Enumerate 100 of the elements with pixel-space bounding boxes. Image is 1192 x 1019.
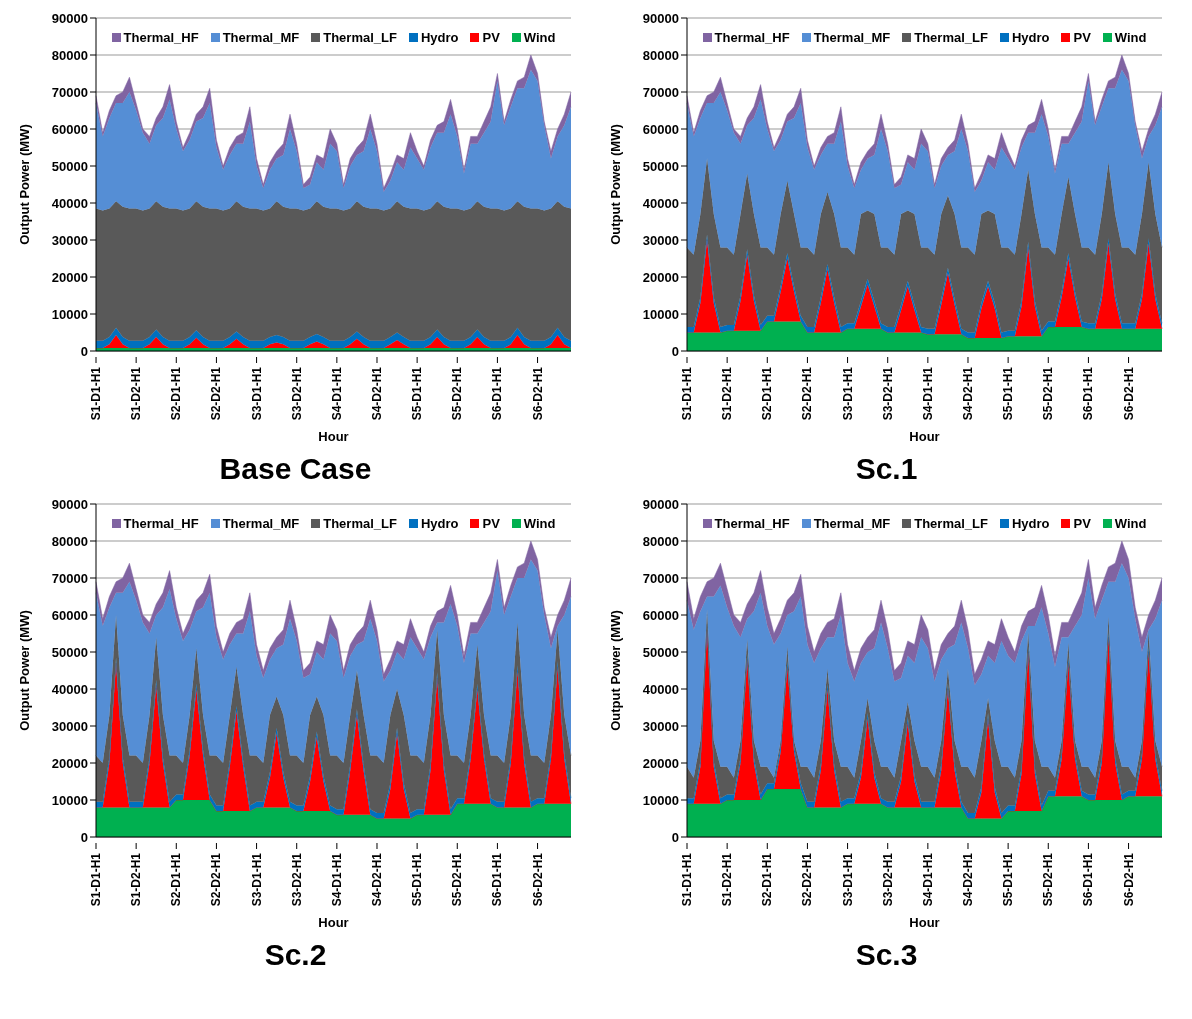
x-tick-label: S1-D2-H1 <box>720 852 735 907</box>
x-tick-label: S4-D1-H1 <box>920 366 935 421</box>
legend-label: Wind <box>523 30 556 45</box>
legend-label: Thermal_MF <box>813 516 891 531</box>
x-tick-label: S4-D2-H1 <box>960 366 975 421</box>
x-tick-label: S5-D2-H1 <box>1041 366 1056 421</box>
x-tick-label: S3-D2-H1 <box>880 366 895 421</box>
x-tick-label: S4-D1-H1 <box>920 852 935 907</box>
y-tick-label: 10000 <box>642 306 679 322</box>
x-tick-label: S3-D1-H1 <box>249 852 264 907</box>
x-tick-label: S1-D1-H1 <box>89 366 103 421</box>
x-tick-label: S6-D1-H1 <box>1081 852 1096 907</box>
x-tick-label: S2-D1-H1 <box>760 852 775 907</box>
y-tick-label: 70000 <box>51 570 88 586</box>
x-tick-label: S4-D1-H1 <box>329 852 344 907</box>
legend-label: PV <box>482 516 500 531</box>
legend-label: Thermal_HF <box>714 30 790 45</box>
y-tick-label: 20000 <box>642 755 679 771</box>
legend-label: Thermal_HF <box>714 516 790 531</box>
x-tick-label: S1-D1-H1 <box>680 366 694 421</box>
y-axis-title: Output Power (MW) <box>607 124 623 245</box>
y-tick-label: 0 <box>671 829 679 845</box>
legend-label: Hydro <box>1011 516 1050 531</box>
x-tick-label: S6-D1-H1 <box>1081 366 1096 421</box>
text: Sc.1 <box>854 452 919 486</box>
y-tick-label: 10000 <box>51 792 88 808</box>
x-tick-label: S1-D2-H1 <box>129 366 144 421</box>
y-tick-label: 40000 <box>642 195 679 211</box>
y-tick-label: 30000 <box>642 232 679 248</box>
y-tick-label: 90000 <box>51 10 88 26</box>
x-tick-label: S5-D2-H1 <box>450 366 465 421</box>
y-tick-label: 20000 <box>642 269 679 285</box>
y-tick-label: 20000 <box>51 269 88 285</box>
y-tick-label: 50000 <box>642 644 679 660</box>
y-tick-label: 70000 <box>642 570 679 586</box>
legend-label: Thermal_HF <box>123 516 199 531</box>
legend-label: PV <box>482 30 500 45</box>
x-tick-label: S5-D1-H1 <box>410 366 425 421</box>
y-tick-label: 10000 <box>642 792 679 808</box>
legend-label: PV <box>1073 30 1091 45</box>
x-tick-label: S6-D2-H1 <box>530 852 545 907</box>
legend-label: Wind <box>1114 516 1147 531</box>
x-tick-label: S4-D2-H1 <box>369 852 384 907</box>
legend-label: Thermal_LF <box>914 516 988 531</box>
x-tick-label: S4-D2-H1 <box>369 366 384 421</box>
x-tick-label: S1-D1-H1 <box>89 852 103 907</box>
x-axis-title: Hour <box>909 429 940 444</box>
y-tick-label: 60000 <box>51 121 88 137</box>
y-tick-label: 40000 <box>642 681 679 697</box>
y-tick-label: 80000 <box>642 47 679 63</box>
x-tick-label: S2-D1-H1 <box>169 366 184 421</box>
y-tick-label: 40000 <box>51 681 88 697</box>
x-tick-label: S5-D1-H1 <box>410 852 425 907</box>
y-tick-label: 70000 <box>642 84 679 100</box>
x-tick-label: S6-D2-H1 <box>1121 852 1136 907</box>
y-tick-label: 30000 <box>642 718 679 734</box>
x-tick-label: S6-D1-H1 <box>490 366 505 421</box>
y-tick-label: 0 <box>80 343 88 359</box>
legend-label: PV <box>1073 516 1091 531</box>
x-tick-label: S4-D1-H1 <box>329 366 344 421</box>
legend-label: Thermal_LF <box>323 516 397 531</box>
y-tick-label: 50000 <box>642 158 679 174</box>
x-tick-label: S2-D2-H1 <box>209 366 224 421</box>
y-tick-label: 10000 <box>51 306 88 322</box>
y-tick-label: 50000 <box>51 158 88 174</box>
x-tick-label: S5-D2-H1 <box>1041 852 1056 907</box>
x-tick-label: S5-D2-H1 <box>450 852 465 907</box>
y-tick-label: 90000 <box>642 10 679 26</box>
x-tick-label: S3-D1-H1 <box>840 852 855 907</box>
x-tick-label: S2-D2-H1 <box>800 852 815 907</box>
x-tick-label: S3-D1-H1 <box>249 366 264 421</box>
y-tick-label: 60000 <box>642 121 679 137</box>
x-tick-label: S1-D2-H1 <box>129 852 144 907</box>
text: Sc.2 <box>263 938 328 972</box>
y-tick-label: 50000 <box>51 644 88 660</box>
x-axis-title: Hour <box>909 915 940 930</box>
x-tick-label: S1-D1-H1 <box>680 852 694 907</box>
x-tick-label: S4-D2-H1 <box>960 852 975 907</box>
x-tick-label: S2-D2-H1 <box>209 852 224 907</box>
legend-label: Thermal_LF <box>323 30 397 45</box>
x-tick-label: S5-D1-H1 <box>1001 366 1016 421</box>
legend-label: Wind <box>523 516 556 531</box>
y-tick-label: 40000 <box>51 195 88 211</box>
x-tick-label: S5-D1-H1 <box>1001 852 1016 907</box>
x-tick-label: S2-D2-H1 <box>800 366 815 421</box>
y-tick-label: 80000 <box>51 47 88 63</box>
x-tick-label: S3-D1-H1 <box>840 366 855 421</box>
x-tick-label: S2-D1-H1 <box>169 852 184 907</box>
text: Sc.3 <box>854 938 919 972</box>
legend-label: Hydro <box>420 516 459 531</box>
y-tick-label: 80000 <box>51 533 88 549</box>
x-tick-label: S3-D2-H1 <box>289 852 304 907</box>
x-tick-label: S6-D2-H1 <box>530 366 545 421</box>
x-tick-label: S2-D1-H1 <box>760 366 775 421</box>
y-axis-title: Output Power (MW) <box>607 610 623 731</box>
y-tick-label: 90000 <box>51 496 88 512</box>
text: Base Case <box>218 452 373 486</box>
y-tick-label: 60000 <box>642 607 679 623</box>
y-tick-label: 0 <box>671 343 679 359</box>
y-axis-title: Output Power (MW) <box>16 610 32 731</box>
